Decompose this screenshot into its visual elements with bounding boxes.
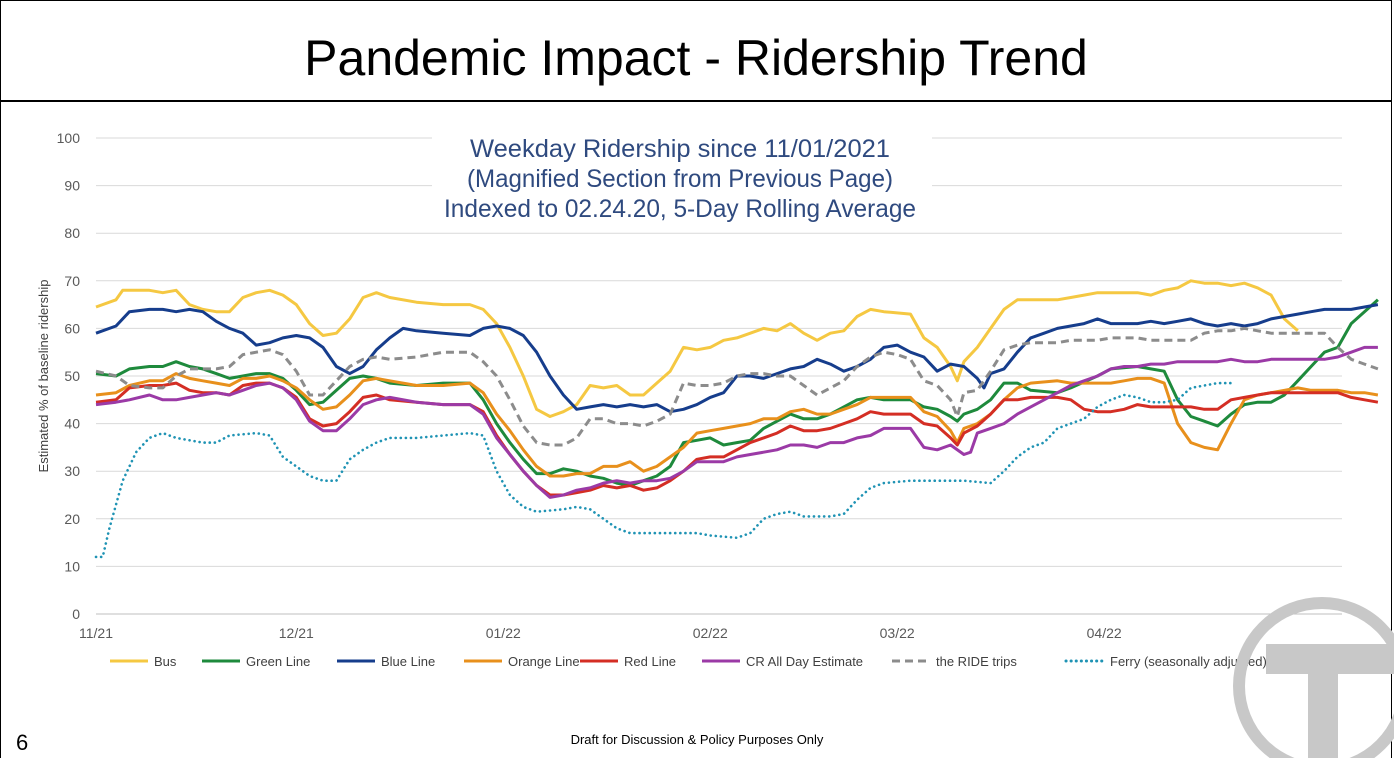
page-number: 6 <box>16 730 29 755</box>
series-line-ferry-seasonally-adjusted <box>94 381 1233 559</box>
y-tick-label: 20 <box>64 511 80 527</box>
y-tick-label: 90 <box>64 178 80 194</box>
slide-frame <box>0 102 1392 758</box>
y-tick-label: 30 <box>64 463 80 479</box>
y-tick-label: 60 <box>64 320 80 336</box>
chart-title-background <box>432 128 932 228</box>
x-tick-label: 04/22 <box>1087 625 1122 641</box>
legend-label: Red Line <box>624 654 676 669</box>
legend-label: Green Line <box>246 654 310 669</box>
y-tick-label: 40 <box>64 416 80 432</box>
legend-label: Bus <box>154 654 177 669</box>
y-axis-label: Estimated % of baseline ridership <box>36 280 51 473</box>
x-tick-label: 12/21 <box>279 625 314 641</box>
x-tick-label: 02/22 <box>693 625 728 641</box>
y-tick-label: 10 <box>64 558 80 574</box>
legend-label: Blue Line <box>381 654 435 669</box>
x-tick-label: 11/21 <box>79 625 113 641</box>
series-line-blue-line <box>95 303 1379 414</box>
legend-label: the RIDE trips <box>936 654 1017 669</box>
series-line-red-line <box>95 381 1379 497</box>
title-bar: Pandemic Impact - Ridership Trend <box>0 0 1392 102</box>
t-logo-icon <box>1233 597 1394 758</box>
legend-label: CR All Day Estimate <box>746 654 863 669</box>
series-line-cr-all-day-estimate <box>95 345 1378 499</box>
series-line-orange-line <box>95 372 1379 478</box>
chart-title-line: Weekday Ridership since 11/01/2021 <box>470 135 890 163</box>
y-tick-label: 50 <box>64 368 80 384</box>
y-tick-label: 70 <box>64 273 80 289</box>
slide-title: Pandemic Impact - Ridership Trend <box>304 30 1088 86</box>
y-tick-label: 0 <box>72 606 80 622</box>
legend-label: Orange Line <box>508 654 580 669</box>
legend-label: Ferry (seasonally adjusted) <box>1110 654 1267 669</box>
chart-title-line: (Magnified Section from Previous Page) <box>467 165 893 193</box>
series-line-the-ride-trips <box>95 326 1379 447</box>
footer-disclaimer: Draft for Discussion & Policy Purposes O… <box>570 732 824 747</box>
y-tick-label: 80 <box>64 225 80 241</box>
x-tick-label: 03/22 <box>880 625 915 641</box>
y-tick-label: 100 <box>57 130 81 146</box>
series-line-bus <box>95 279 1299 418</box>
chart-title-line: Indexed to 02.24.20, 5-Day Rolling Avera… <box>444 195 916 223</box>
x-tick-label: 01/22 <box>486 625 521 641</box>
series-line-green-line <box>95 298 1379 487</box>
